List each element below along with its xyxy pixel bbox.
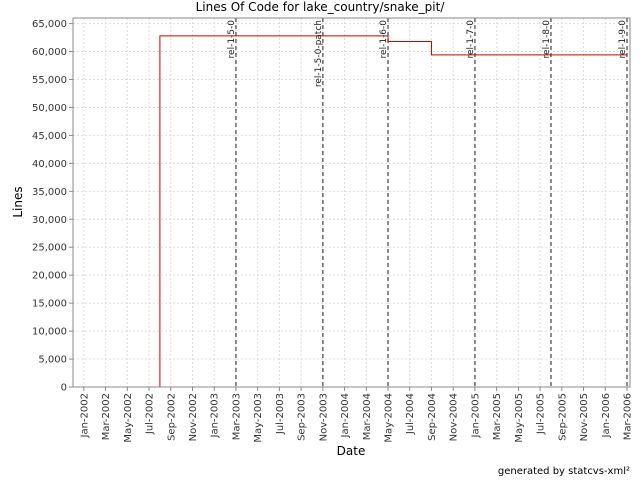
x-tick-label: Nov-2004 (449, 393, 460, 441)
y-tick-label: 20,000 (32, 271, 67, 282)
release-label: rel-1-9-0 (618, 20, 628, 59)
x-tick-label: Mar-2002 (101, 393, 112, 440)
y-tick-label: 45,000 (32, 131, 67, 142)
x-tick-label: Nov-2002 (188, 393, 199, 441)
x-tick-label: Jan-2006 (601, 393, 612, 438)
release-label: rel-1-6-0 (379, 20, 389, 59)
y-tick-label: 30,000 (32, 215, 67, 226)
x-tick-label: Jul-2005 (536, 393, 547, 435)
y-tick-label: 60,000 (32, 47, 67, 58)
x-tick-label: Sep-2003 (297, 393, 308, 441)
y-tick-label: 15,000 (32, 299, 67, 310)
x-tick-label: Sep-2002 (166, 393, 177, 441)
plot-frame (72, 17, 631, 388)
y-tick-label: 55,000 (32, 75, 67, 86)
footer: generated by statcvs-xml² (498, 466, 630, 477)
data-line (83, 35, 627, 388)
release-label: rel-1-5-0 (227, 20, 237, 59)
y-tick-label: 25,000 (32, 243, 67, 254)
y-axis-title: Lines (11, 186, 25, 217)
x-tick-label: Nov-2003 (318, 393, 329, 441)
x-tick-label: Nov-2005 (579, 393, 590, 441)
y-tick-label: 10,000 (32, 327, 67, 338)
x-tick-label: Sep-2005 (557, 393, 568, 441)
plot-area (73, 18, 630, 387)
x-tick-label: Jan-2005 (470, 393, 481, 438)
release-label: rel-1-7-0 (466, 20, 476, 59)
x-tick-label: Jul-2002 (145, 393, 156, 435)
x-tick-label: May-2005 (514, 393, 525, 443)
x-tick-label: Jul-2003 (275, 393, 286, 435)
chart-title: Lines Of Code for lake_country/snake_pit… (196, 0, 446, 14)
x-axis-title: Date (337, 444, 366, 458)
x-tick-label: May-2003 (253, 393, 264, 443)
release-label: rel-1-8-0 (542, 20, 552, 59)
x-tick-label: Jan-2004 (340, 393, 351, 438)
y-tick-label: 0 (61, 383, 67, 394)
x-tick-label: Jul-2004 (405, 393, 416, 435)
x-tick-label: Mar-2004 (362, 393, 373, 440)
x-tick-label: Jan-2002 (79, 393, 90, 438)
x-tick-label: May-2004 (384, 393, 395, 443)
x-tick-label: Jan-2003 (210, 393, 221, 438)
x-tick-label: May-2002 (123, 393, 134, 443)
y-tick-label: 65,000 (32, 19, 67, 30)
x-tick-label: Mar-2003 (231, 393, 242, 440)
x-tick-label: Mar-2005 (492, 393, 503, 440)
x-tick-label: Mar-2006 (623, 393, 634, 440)
y-tick-label: 5,000 (38, 355, 67, 366)
release-label: rel-1-5-0-patch (314, 20, 324, 87)
y-tick-label: 40,000 (32, 159, 67, 170)
x-tick-label: Sep-2004 (427, 393, 438, 441)
y-tick-label: 50,000 (32, 103, 67, 114)
y-tick-label: 35,000 (32, 187, 67, 198)
